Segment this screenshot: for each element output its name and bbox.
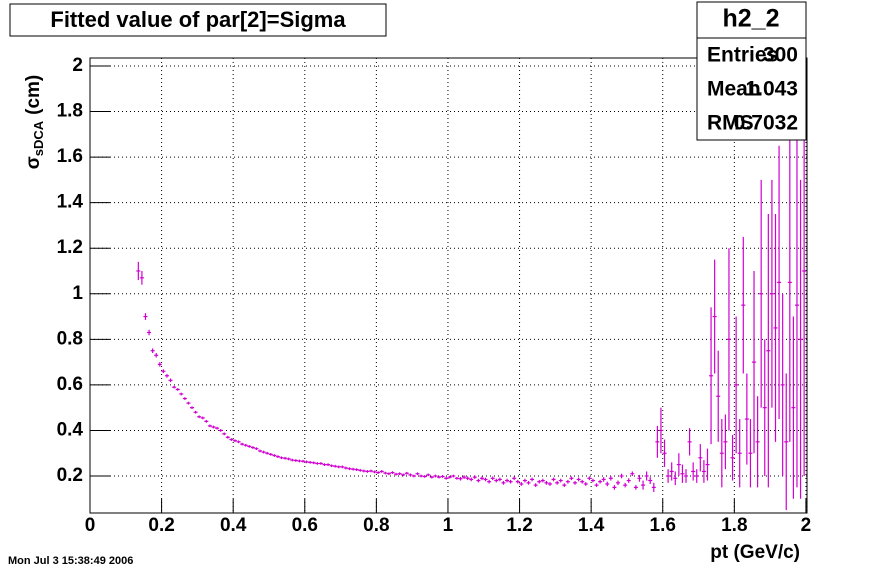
x-tick-label: 1.4 (578, 515, 605, 536)
grid (89, 58, 807, 513)
x-tick-label: 2 (801, 515, 812, 536)
stats-value: 1.043 (745, 78, 798, 101)
y-label-subscript: sDCA (31, 120, 46, 156)
y-tick-label: 0.6 (57, 374, 83, 395)
y-tick-label: 1.4 (57, 192, 84, 213)
stats-label: Mean (707, 78, 761, 101)
x-tick-label: 0.2 (148, 515, 174, 536)
x-tick-label: 0.4 (220, 515, 247, 536)
y-tick-label: 0.4 (57, 419, 84, 440)
y-axis-label: σsDCA (cm) (23, 75, 46, 170)
y-tick-label: 0.8 (57, 328, 83, 349)
x-tick-label: 1.6 (650, 515, 676, 536)
x-axis-label: pt (GeV/c) (710, 542, 800, 563)
x-tick-label: 0 (85, 515, 96, 536)
x-tick-label: 1.2 (506, 515, 532, 536)
y-tick-label: 2 (72, 55, 83, 76)
x-tick-label: 1.8 (721, 515, 747, 536)
chart-title: Fitted value of par[2]=Sigma (50, 7, 346, 32)
plot-frame (89, 57, 808, 514)
stats-value: 0.7032 (734, 112, 798, 135)
stats-name: h2_2 (723, 5, 780, 33)
timestamp: Mon Jul 3 15:38:49 2006 (8, 555, 133, 567)
y-tick-label: 1.8 (57, 101, 83, 122)
stats-label: RMS (707, 112, 754, 135)
x-tick-label: 0.6 (292, 515, 318, 536)
stats-box: h2_2 Entries 300 Mean 1.043 RMS 0.7032 (696, 1, 807, 141)
stats-value: 300 (763, 44, 798, 67)
y-tick-label: 1.6 (57, 146, 83, 167)
x-tick-label: 1 (443, 515, 454, 536)
y-tick-label: 0.2 (57, 465, 83, 486)
y-label-unit: (cm) (23, 75, 44, 115)
y-label-symbol: σ (23, 156, 44, 169)
x-tick-label: 0.8 (363, 515, 389, 536)
y-tick-label: 1 (72, 283, 83, 304)
title-box (9, 3, 387, 37)
y-tick-label: 1.2 (57, 237, 83, 258)
stats-label: Entries (707, 44, 778, 67)
